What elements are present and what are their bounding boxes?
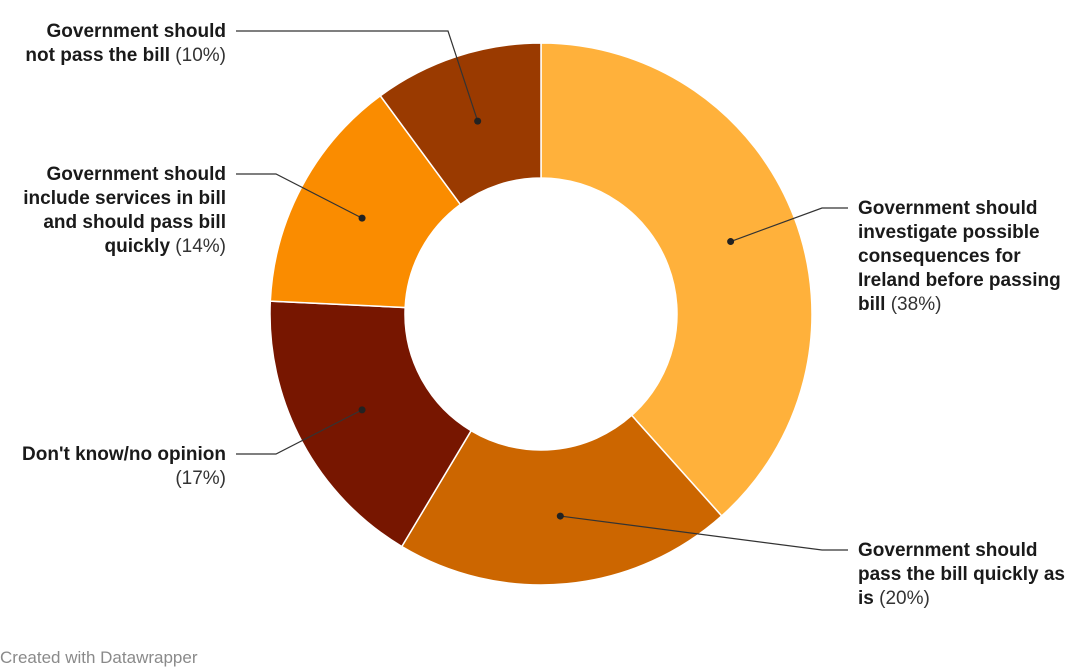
slice-label-line: is	[858, 588, 874, 609]
slice-label-line: bill	[858, 294, 885, 315]
slice-label-line: consequences for	[858, 246, 1021, 267]
slice-label-line: Government should	[47, 21, 226, 42]
leader-lines	[236, 30, 848, 551]
leader-line-2	[560, 515, 848, 551]
slice-label-line: include services in bill	[23, 188, 226, 209]
slice-label-line: Ireland before passing	[858, 270, 1061, 291]
slice-label-2: Government should pass the bill quickly a…	[858, 540, 1065, 609]
slice-label-line: Government should	[47, 164, 226, 185]
donut-slice-2	[400, 414, 723, 586]
slice-percentage: (14%)	[170, 236, 226, 257]
slice-label-1: Government should investigate possible con…	[858, 198, 1061, 315]
slice-label-line: Government should	[858, 540, 1037, 561]
donut-slice-3	[269, 300, 473, 548]
slice-percentage: (38%)	[885, 294, 941, 315]
slice-label-line: investigate possible	[858, 222, 1040, 243]
slice-percentage: (17%)	[175, 468, 226, 489]
donut-chart: Government should investigate possible con…	[22, 21, 1065, 609]
slice-label-line: Government should	[858, 198, 1037, 219]
donut-slice-4	[269, 94, 462, 309]
slice-labels: Government should investigate possible con…	[22, 21, 1065, 609]
donut-slices	[269, 42, 813, 586]
leader-line-4	[236, 173, 363, 219]
leader-dot-1	[727, 238, 735, 246]
slice-label-line: pass the bill quickly as	[858, 564, 1065, 585]
leader-line-3	[236, 409, 363, 455]
slice-label-line: Don't know/no opinion	[22, 444, 226, 465]
donut-slice-5	[379, 42, 542, 206]
leader-dot-5	[474, 117, 482, 125]
credit-text: Created with Datawrapper	[0, 648, 198, 667]
leader-line-1	[730, 207, 848, 243]
leader-dot-3	[358, 406, 366, 414]
donut-slice-1	[540, 42, 813, 518]
leader-dot-2	[556, 512, 564, 520]
slice-label-line: not pass the bill	[25, 45, 170, 66]
slice-label-4: Government should include services in bil…	[23, 164, 226, 257]
slice-label-5: Government should not pass the bill (10%)	[25, 21, 226, 66]
slice-percentage: (20%)	[874, 588, 930, 609]
slice-label-3: Don't know/no opinion (17%)	[22, 444, 226, 489]
slice-label-line: quickly	[105, 236, 171, 257]
slice-label-line: and should pass bill	[43, 212, 226, 233]
leader-line-5	[236, 30, 479, 122]
leader-dot-4	[358, 214, 366, 222]
slice-percentage: (10%)	[170, 45, 226, 66]
